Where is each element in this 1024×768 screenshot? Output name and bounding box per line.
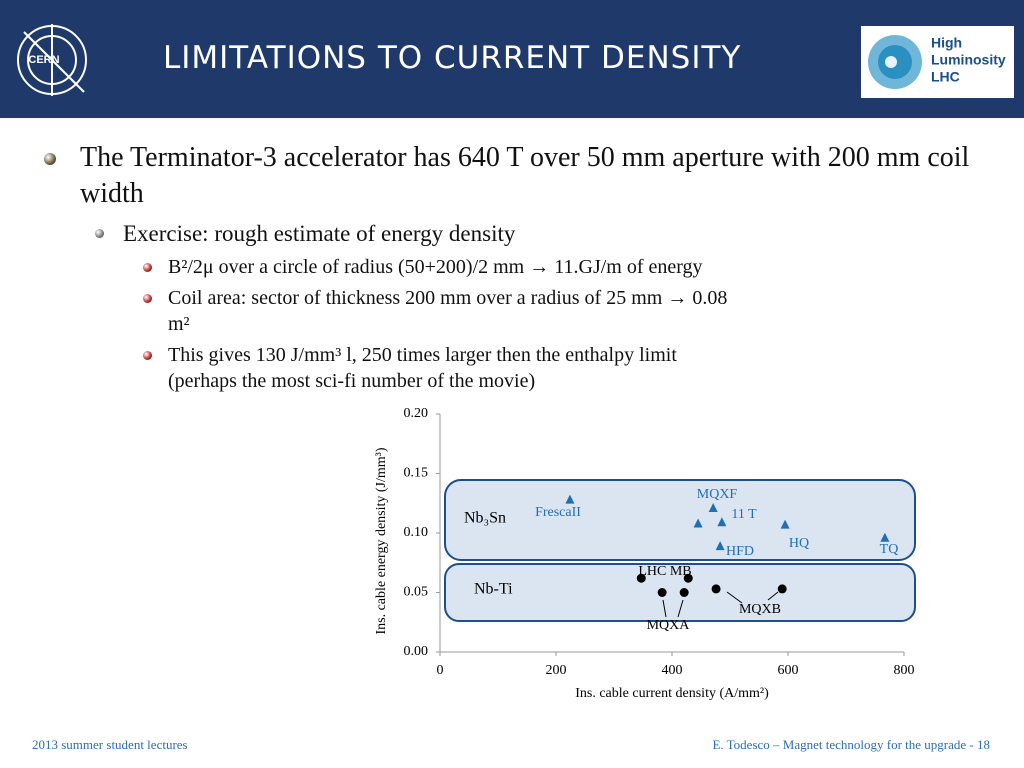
bullet-icon <box>95 229 104 239</box>
x-tick-label: 0 <box>437 663 444 678</box>
header: CERN LIMITATIONS TO CURRENT DENSITY High… <box>0 0 1024 118</box>
y-tick-label: 0.20 <box>404 406 429 421</box>
bullet-text: B²/2μ over a circle of radius (50+200)/2… <box>168 255 703 278</box>
point <box>636 573 646 583</box>
bullet-icon <box>143 293 152 303</box>
point <box>565 494 575 504</box>
x-tick-label: 600 <box>778 663 799 678</box>
bullet-text: This gives 130 J/mm³ l, 250 times larger… <box>168 343 677 392</box>
bullet-text: The Terminator-3 accelerator has 640 T o… <box>80 142 970 210</box>
point <box>777 584 787 594</box>
cern-logo: CERN <box>17 24 87 96</box>
x-axis-label: Ins. cable current density (A/mm²) <box>575 686 769 701</box>
point-label: FrescaII <box>535 505 581 520</box>
bullet-text: Coil area: sector of thickness 200 mm ov… <box>168 286 728 335</box>
bullet-text: Exercise: rough estimate of energy densi… <box>123 220 516 246</box>
point <box>780 519 790 529</box>
logo-text: CERN <box>28 54 59 66</box>
logo-text: High <box>931 35 962 51</box>
point-label: HFD <box>726 544 754 559</box>
group-box <box>444 479 916 561</box>
y-axis-label: Ins. cable energy density (J/mm³) <box>374 447 389 634</box>
point <box>711 584 721 594</box>
point <box>657 588 667 597</box>
bullet: Exercise: rough estimate of energy densi… <box>95 219 1000 249</box>
y-tick-label: 0.00 <box>404 644 429 659</box>
x-tick-label: 800 <box>894 663 915 678</box>
point-label: LHC MB <box>638 564 691 579</box>
point <box>683 573 693 583</box>
point-label: MQXB <box>739 602 781 617</box>
footer-right: E. Todesco – Magnet technology for the u… <box>712 737 990 752</box>
bullet-icon <box>143 350 152 360</box>
bullet: B²/2μ over a circle of radius (50+200)/2… <box>143 254 730 280</box>
group-label: Nb-Ti <box>474 581 513 598</box>
point <box>715 541 725 551</box>
bullet: This gives 130 J/mm³ l, 250 times larger… <box>143 342 730 394</box>
point-label: TQ <box>880 542 899 557</box>
arrows <box>662 591 779 618</box>
y-tick-label: 0.10 <box>404 525 429 540</box>
point <box>880 532 890 542</box>
logo-text: Luminosity <box>931 52 1006 68</box>
bullet: The Terminator-3 accelerator has 640 T o… <box>44 140 1000 213</box>
point-label: MQXF <box>697 487 738 502</box>
y-tick-label: 0.15 <box>404 466 429 481</box>
point-label: 11 T <box>731 507 757 522</box>
point <box>708 503 718 513</box>
y-tick-label: 0.05 <box>404 585 429 600</box>
point <box>679 588 689 597</box>
logo-text: LHC <box>931 69 960 85</box>
point <box>693 518 703 528</box>
bullet-icon <box>44 152 56 165</box>
title: LIMITATIONS TO CURRENT DENSITY <box>163 40 742 76</box>
bullet: Coil area: sector of thickness 200 mm ov… <box>143 285 730 337</box>
hl-lhc-logo: High Luminosity LHC <box>861 26 1014 98</box>
point-label: MQXA <box>647 618 691 633</box>
group-label: Nb₃Sn <box>464 510 506 527</box>
footer-left: 2013 summer student lectures <box>32 737 188 752</box>
x-tick-label: 200 <box>546 663 567 678</box>
x-tick-label: 400 <box>662 663 683 678</box>
bullet-icon <box>143 262 152 272</box>
point <box>717 517 727 527</box>
bullet-list: The Terminator-3 accelerator has 640 T o… <box>0 140 1024 394</box>
point-label: HQ <box>789 536 809 551</box>
